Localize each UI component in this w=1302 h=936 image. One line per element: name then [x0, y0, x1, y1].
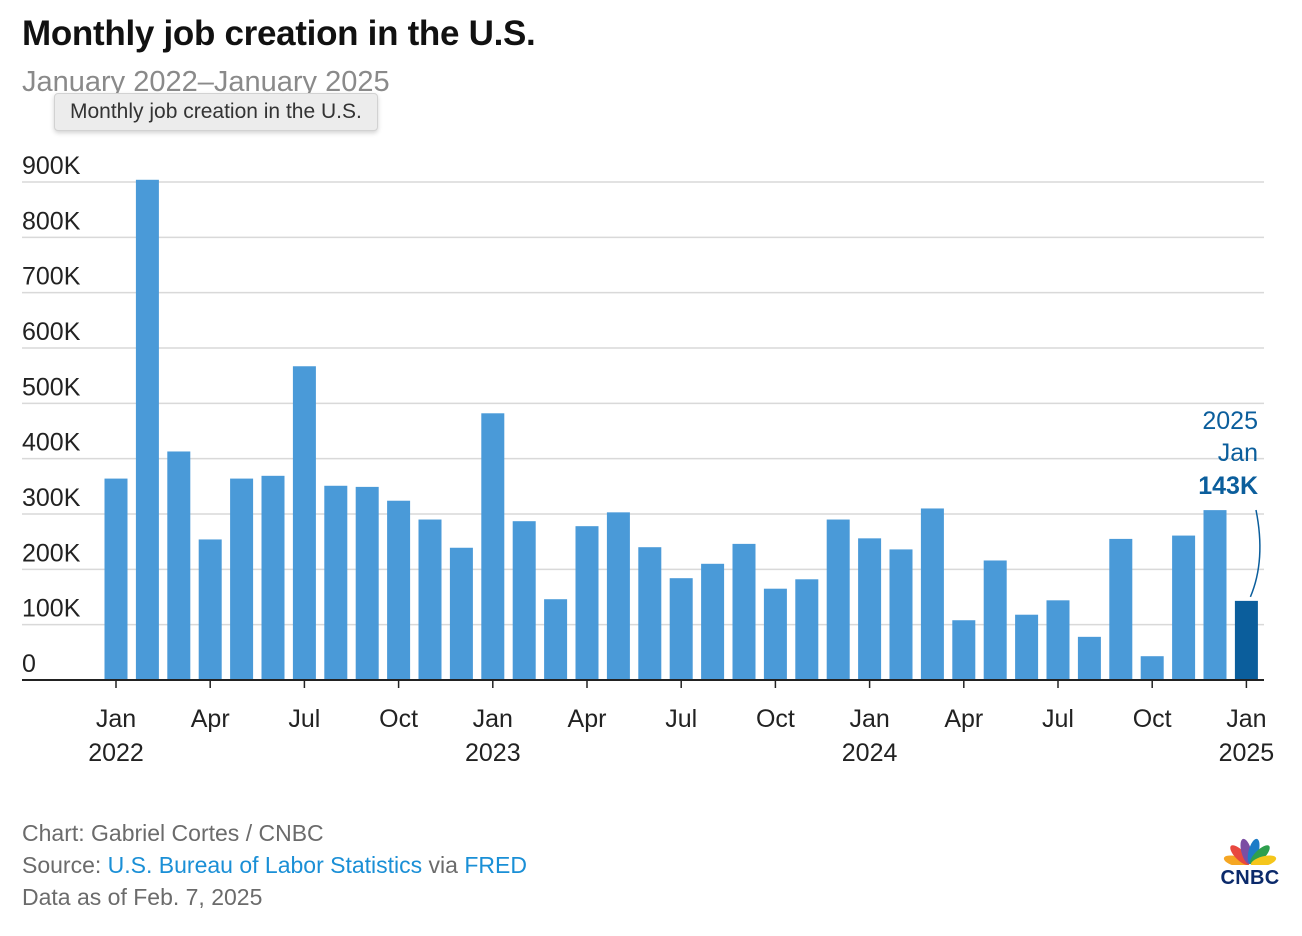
bar[interactable] — [292, 366, 316, 680]
bar[interactable] — [732, 543, 756, 680]
cnbc-peacock-icon — [1220, 838, 1280, 892]
bar[interactable] — [198, 539, 222, 680]
annotation-month: Jan — [1218, 439, 1258, 467]
x-tick-month-label: Jul — [1042, 705, 1074, 733]
y-tick-label: 200K — [22, 539, 81, 567]
bar[interactable] — [952, 620, 976, 680]
source-via: via — [422, 852, 465, 878]
y-tick-label: 300K — [22, 484, 81, 512]
annotation-connector — [1249, 509, 1261, 598]
x-tick-month-label: Apr — [568, 705, 607, 733]
bar[interactable] — [1203, 510, 1227, 680]
x-tick-month-label: Jul — [665, 705, 697, 733]
bar[interactable] — [449, 547, 473, 680]
x-tick-year-label: 2025 — [1219, 739, 1275, 767]
source-line: Source: U.S. Bureau of Labor Statistics … — [22, 852, 527, 879]
bar[interactable] — [512, 521, 536, 680]
bar[interactable] — [1015, 614, 1039, 680]
highlight-annotation: 2025 Jan 143K — [1198, 407, 1261, 598]
bar[interactable] — [1077, 636, 1101, 680]
y-tick-label: 0 — [22, 650, 36, 678]
chart-title: Monthly job creation in the U.S. — [22, 14, 536, 53]
bar[interactable] — [1109, 538, 1133, 680]
bar[interactable] — [1172, 535, 1196, 680]
y-tick-label: 700K — [22, 263, 81, 291]
x-tick-month-label: Oct — [756, 705, 795, 733]
cnbc-wordmark: CNBC — [1220, 867, 1280, 889]
y-tick-label: 400K — [22, 429, 81, 457]
bar[interactable] — [575, 526, 599, 680]
bar[interactable] — [355, 486, 379, 680]
x-tick-year-label: 2023 — [465, 739, 521, 767]
hover-tooltip: Monthly job creation in the U.S. — [54, 93, 378, 131]
x-tick-month-label: Jul — [288, 705, 320, 733]
bar[interactable] — [795, 579, 819, 680]
source-prefix: Source: — [22, 852, 108, 878]
bar[interactable] — [858, 538, 882, 680]
bar[interactable] — [135, 179, 159, 680]
bar[interactable] — [763, 588, 787, 680]
bar[interactable] — [701, 563, 725, 680]
bar[interactable] — [983, 560, 1007, 680]
chart-subtitle: January 2022–January 2025 — [22, 66, 390, 98]
bar[interactable] — [481, 413, 505, 680]
data-as-of: Data as of Feb. 7, 2025 — [22, 884, 263, 910]
y-tick-label: 900K — [22, 152, 81, 180]
bar[interactable] — [261, 475, 285, 680]
bar[interactable] — [669, 578, 693, 680]
gridlines — [22, 181, 1264, 626]
x-tick-year-label: 2024 — [842, 739, 898, 767]
bar-highlighted[interactable] — [1234, 600, 1258, 680]
bar[interactable] — [544, 599, 568, 680]
annotation-year: 2025 — [1202, 407, 1258, 435]
bars — [104, 179, 1258, 680]
x-tick-month-label: Oct — [379, 705, 418, 733]
bar[interactable] — [826, 519, 850, 680]
x-tick-year-label: 2022 — [88, 739, 144, 767]
x-tick-month-label: Oct — [1133, 705, 1172, 733]
y-tick-label: 500K — [22, 373, 81, 401]
bar[interactable] — [167, 451, 191, 680]
x-tick-month-label: Apr — [191, 705, 230, 733]
bar[interactable] — [1046, 600, 1070, 680]
bar[interactable] — [920, 508, 944, 680]
x-tick-month-label: Jan — [473, 705, 513, 733]
bar[interactable] — [230, 478, 254, 680]
y-axis-ticks: 0 100K 200K 300K 400K 500K 600K 700K 800K 900K — [22, 152, 81, 678]
bar[interactable] — [606, 512, 630, 680]
y-tick-label: 100K — [22, 595, 81, 623]
annotation-value: 143K — [1198, 472, 1258, 500]
bar-chart: 0 100K 200K 300K 400K 500K 600K 700K 800K 900K Ja… — [22, 152, 1274, 767]
bar[interactable] — [324, 485, 348, 680]
bar[interactable] — [418, 519, 442, 680]
bar[interactable] — [387, 500, 411, 680]
chart-credit: Chart: Gabriel Cortes / CNBC — [22, 820, 324, 846]
x-tick-month-label: Apr — [944, 705, 983, 733]
x-tick-month-label: Jan — [1226, 705, 1266, 733]
y-tick-label: 800K — [22, 207, 81, 235]
bar[interactable] — [889, 549, 913, 680]
bar[interactable] — [638, 547, 662, 680]
x-axis-ticks: Jan 2022 Apr Jul Oct Jan 2023 Apr Jul Oct Jan 2024 A… — [88, 680, 1274, 767]
y-tick-label: 600K — [22, 318, 81, 346]
bar[interactable] — [1140, 656, 1164, 680]
x-tick-month-label: Jan — [96, 705, 136, 733]
x-tick-month-label: Jan — [849, 705, 889, 733]
source-bls-link[interactable]: U.S. Bureau of Labor Statistics — [107, 852, 423, 878]
source-fred-link[interactable]: FRED — [464, 852, 527, 878]
bar[interactable] — [104, 478, 128, 680]
